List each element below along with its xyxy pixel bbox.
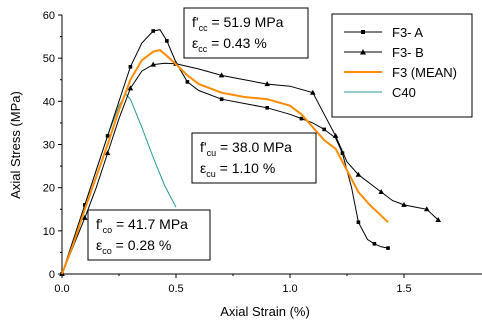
legend-label: C40 [392,85,416,100]
data-point [219,97,224,101]
data-point [185,80,190,84]
data-point [435,217,441,223]
legend-item: C40 [344,85,416,100]
series-f3-mean- [61,48,389,275]
legend-marker [361,30,365,34]
data-point [378,188,384,194]
annotation-cu-line2: εcu = 1.10 % [200,160,275,179]
legend-label: F3- B [392,45,424,60]
legend-box [331,13,473,118]
y-tick-label: 30 [43,140,55,152]
series-line [61,62,439,275]
legend-item: F3 (MEAN) [344,65,457,80]
data-point [322,127,326,132]
series-line [61,48,389,275]
data-point [105,134,110,138]
data-point [82,214,88,220]
y-tick-label: 40 [43,96,55,108]
data-point [372,241,377,246]
x-ticks: 0.0 0.5 1.0 1.5 [54,274,412,295]
data-point [165,39,169,43]
annotation-cc-line2: εcc = 0.43 % [192,35,267,54]
annotation-cu: f'cu = 38.0 MPa εcu = 1.10 % [191,132,317,184]
y-tick-label: 50 [43,53,55,65]
y-tick-label: 60 [43,10,55,22]
y-ticks: 0 10 20 30 40 50 60 [43,10,62,281]
data-point [310,89,316,95]
annotation-cc-box [183,7,309,59]
data-point [401,201,407,207]
data-point [386,246,390,250]
data-point [128,65,133,69]
data-point [83,203,87,207]
legend-items: F3- A F3- B F3 (MEAN) C40 [344,25,457,100]
data-point [127,85,134,91]
annotation-cu-line1: f'cu = 38.0 MPa [200,139,292,158]
x-axis-label: Axial Strain (%) [220,304,310,319]
series-layer [59,29,441,276]
annotation-cu-box [191,132,317,184]
x-tick-label: 1.5 [396,283,411,295]
data-point [299,116,304,121]
y-tick-label: 20 [43,183,55,195]
data-point [265,106,269,110]
y-tick-label: 10 [43,226,55,238]
data-point [151,29,155,33]
y-axis-label: Axial Stress (MPa) [8,91,23,199]
legend-label: F3- A [392,25,423,40]
annotation-cc-line1: f'cc = 51.9 MPa [192,14,284,33]
data-point [264,81,270,87]
x-tick-label: 0.5 [168,283,183,295]
legend-item: F3- A [344,25,423,40]
x-tick-label: 1.0 [282,283,297,295]
y-tick-label: 0 [49,269,55,281]
data-point [424,206,430,212]
legend-marker [360,49,366,55]
data-point [340,151,345,155]
data-point [150,61,156,67]
data-point [218,72,225,78]
annotation-co-line2: εco = 0.28 % [96,237,171,256]
data-point [356,220,361,224]
x-tick-label: 0.0 [54,283,69,295]
data-point [104,150,111,156]
annotation-co: f'co = 41.7 MPa εco = 0.28 % [87,209,211,261]
legend-item: F3- B [344,45,424,60]
legend: F3- A F3- B F3 (MEAN) C40 [331,13,473,118]
annotation-co-line1: f'co = 41.7 MPa [96,216,188,235]
data-point [355,171,362,177]
annotation-co-box [87,209,211,261]
legend-label: F3 (MEAN) [392,65,457,80]
annotation-cc: f'cc = 51.9 MPa εcc = 0.43 % [183,7,309,59]
